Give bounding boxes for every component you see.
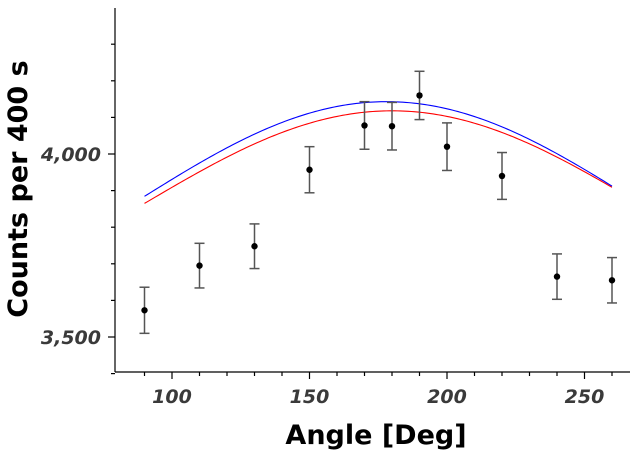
- data-point: [608, 277, 616, 284]
- x-tick-label: 150: [290, 386, 330, 408]
- data-points: [141, 92, 616, 314]
- x-tick-label: 250: [565, 386, 605, 408]
- axes: 100 150 200 250 3,500 4,000: [40, 8, 630, 408]
- data-point: [443, 143, 451, 150]
- data-point: [388, 122, 396, 130]
- data-point: [498, 172, 506, 180]
- fit-curve-blue: [144, 101, 613, 197]
- data-point: [416, 92, 423, 99]
- x-tick-label: 100: [152, 386, 192, 408]
- x-tick-label: 200: [427, 386, 467, 408]
- data-point: [361, 122, 368, 129]
- data-point: [196, 262, 203, 269]
- data-point: [306, 166, 313, 173]
- data-point: [141, 307, 148, 314]
- data-point: [251, 243, 258, 250]
- x-axis-title: Angle [Deg]: [285, 420, 466, 451]
- fit-curves: [144, 101, 613, 204]
- fit-curve-red: [144, 110, 613, 204]
- y-tick-label: 3,500: [41, 327, 101, 349]
- y-tick-label: 4,000: [40, 144, 101, 166]
- data-point: [553, 273, 561, 280]
- y-axis-title: Counts per 400 s: [3, 60, 34, 317]
- error-bars: [139, 70, 617, 335]
